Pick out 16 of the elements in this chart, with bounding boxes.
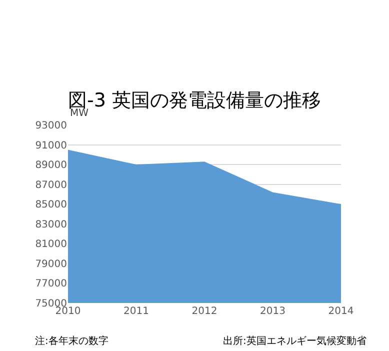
x-tick-label: 2014 xyxy=(328,306,354,317)
x-tick-label: 2013 xyxy=(260,306,286,317)
y-tick-label: 89000 xyxy=(35,160,67,172)
y-tick-label: 93000 xyxy=(35,120,67,132)
text: 注:各年末の数字 xyxy=(35,335,108,347)
y-tick-label: 87000 xyxy=(35,180,67,191)
y-tick-label: 85000 xyxy=(35,200,67,211)
y-tick-label: 91000 xyxy=(35,140,67,152)
y-tick-label: 83000 xyxy=(35,219,67,230)
y-tick-label: 77000 xyxy=(35,278,67,290)
y-tick-label: 81000 xyxy=(35,239,67,250)
x-tick-label: 2011 xyxy=(124,306,149,317)
y-tick-label: 79000 xyxy=(35,258,67,270)
text: 出所:英国エネルギー気候変動省 xyxy=(223,335,366,347)
x-tick-label: 2010 xyxy=(55,306,81,317)
x-tick-label: 2012 xyxy=(192,306,218,317)
